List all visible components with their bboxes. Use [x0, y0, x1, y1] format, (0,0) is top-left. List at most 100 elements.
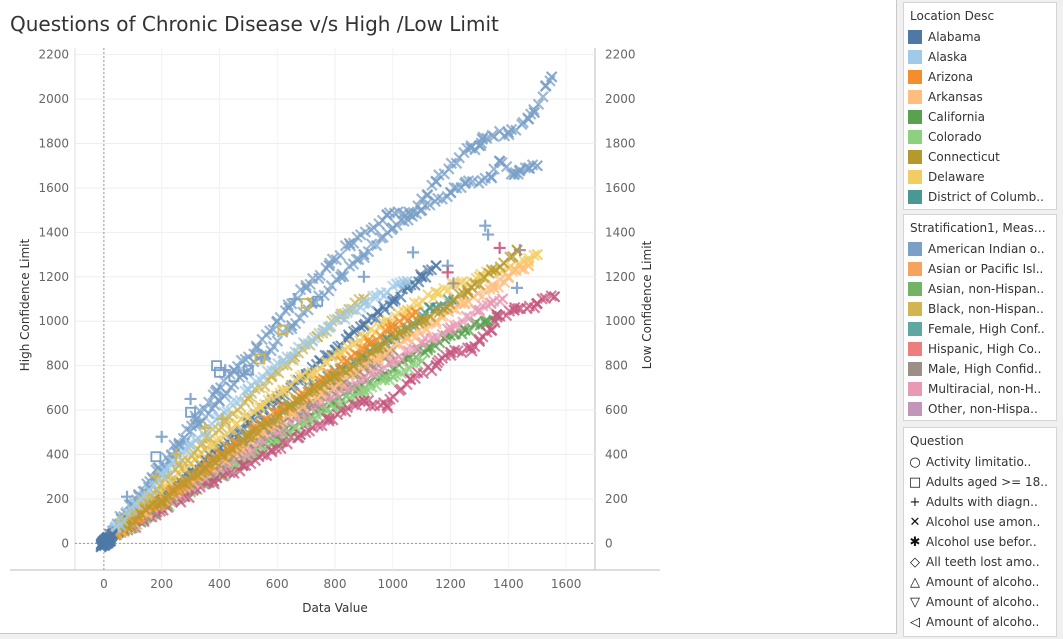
data-point[interactable]: [293, 394, 305, 407]
data-point[interactable]: [485, 263, 498, 276]
data-point[interactable]: [235, 354, 248, 367]
data-point[interactable]: [387, 370, 399, 383]
location-legend-item[interactable]: Colorado: [904, 127, 1056, 147]
data-point[interactable]: [482, 228, 495, 241]
data-point[interactable]: [150, 451, 162, 463]
stratification-legend-item[interactable]: Asian, non-Hispan..: [904, 279, 1056, 299]
data-point[interactable]: [491, 308, 503, 321]
data-point[interactable]: [347, 360, 360, 372]
location-legend-item[interactable]: California: [904, 107, 1056, 127]
data-point[interactable]: [424, 311, 437, 323]
data-point[interactable]: [444, 346, 457, 359]
data-point[interactable]: [294, 428, 307, 441]
data-point[interactable]: [149, 470, 162, 483]
data-point[interactable]: [485, 297, 497, 310]
location-legend-item[interactable]: District of Columb..: [904, 187, 1056, 207]
data-point[interactable]: [277, 355, 289, 367]
data-point[interactable]: [269, 413, 282, 425]
data-point[interactable]: [441, 266, 454, 279]
data-point[interactable]: [473, 279, 486, 291]
data-point[interactable]: [545, 71, 558, 83]
data-point[interactable]: [334, 249, 346, 262]
data-point[interactable]: [323, 413, 335, 425]
location-legend-item[interactable]: Delaware: [904, 167, 1056, 187]
data-point[interactable]: [213, 395, 226, 407]
data-point[interactable]: [182, 477, 195, 489]
data-point[interactable]: [259, 348, 272, 361]
data-point[interactable]: [258, 435, 270, 448]
data-point[interactable]: [476, 133, 489, 145]
data-point[interactable]: [271, 335, 284, 347]
data-point[interactable]: [305, 369, 317, 382]
question-legend-item[interactable]: ○ Activity limitatio..: [904, 452, 1056, 472]
data-point[interactable]: [312, 295, 324, 307]
data-point[interactable]: [386, 318, 399, 331]
data-point[interactable]: [430, 175, 442, 188]
data-point[interactable]: [264, 325, 276, 337]
data-point[interactable]: [358, 251, 371, 264]
data-point[interactable]: [459, 177, 471, 190]
data-point[interactable]: [404, 373, 416, 385]
data-point[interactable]: [254, 399, 266, 412]
data-point[interactable]: [532, 98, 545, 111]
data-point[interactable]: [548, 291, 561, 303]
data-point[interactable]: [396, 325, 408, 338]
data-point[interactable]: [450, 157, 463, 170]
location-legend-item[interactable]: Alaska: [904, 47, 1056, 67]
data-point[interactable]: [451, 319, 464, 331]
data-point[interactable]: [347, 338, 359, 351]
data-point[interactable]: [367, 290, 379, 303]
data-point[interactable]: [493, 241, 506, 254]
data-point[interactable]: [515, 263, 528, 275]
data-point[interactable]: [502, 126, 515, 139]
data-point[interactable]: [370, 239, 383, 252]
data-point[interactable]: [447, 277, 460, 290]
data-point[interactable]: [341, 401, 354, 414]
data-point[interactable]: [148, 479, 161, 492]
data-point[interactable]: [259, 380, 271, 393]
data-point[interactable]: [155, 468, 168, 481]
data-point[interactable]: [358, 384, 370, 396]
data-point[interactable]: [216, 412, 229, 425]
data-point[interactable]: [415, 315, 428, 327]
data-point[interactable]: [254, 353, 266, 365]
data-point[interactable]: [236, 459, 249, 472]
stratification-legend-item[interactable]: Other, non-Hispa..: [904, 399, 1056, 419]
data-point[interactable]: [358, 395, 370, 407]
location-legend-item[interactable]: Arizona: [904, 67, 1056, 87]
data-point[interactable]: [199, 421, 211, 434]
data-point[interactable]: [422, 288, 434, 301]
data-point[interactable]: [491, 311, 503, 324]
data-point[interactable]: [540, 79, 552, 92]
data-point[interactable]: [202, 396, 215, 409]
data-point[interactable]: [355, 350, 367, 362]
data-point[interactable]: [457, 316, 469, 328]
data-point[interactable]: [485, 324, 497, 336]
data-point[interactable]: [539, 292, 552, 305]
data-point[interactable]: [329, 370, 341, 383]
data-point[interactable]: [427, 332, 440, 344]
data-point[interactable]: [453, 288, 466, 301]
data-point[interactable]: [101, 532, 114, 545]
data-point[interactable]: [459, 297, 471, 310]
data-point[interactable]: [234, 394, 247, 407]
data-point[interactable]: [464, 311, 476, 324]
data-point[interactable]: [323, 259, 335, 272]
data-point[interactable]: [101, 534, 114, 547]
location-legend-item[interactable]: Arkansas: [904, 87, 1056, 107]
data-point[interactable]: [328, 313, 341, 326]
data-point[interactable]: [300, 417, 312, 430]
location-legend-item[interactable]: Alabama: [904, 27, 1056, 47]
question-legend-item[interactable]: ◇ All teeth lost amo..: [904, 552, 1056, 572]
data-point[interactable]: [209, 456, 222, 469]
data-point[interactable]: [531, 159, 543, 172]
data-point[interactable]: [367, 221, 380, 234]
question-legend-item[interactable]: ✕ Alcohol use amon..: [904, 512, 1056, 532]
data-point[interactable]: [185, 406, 196, 418]
data-point[interactable]: [300, 282, 312, 294]
data-point[interactable]: [397, 275, 410, 288]
data-point[interactable]: [300, 298, 312, 309]
data-point[interactable]: [199, 462, 211, 474]
data-point[interactable]: [242, 364, 254, 376]
data-point[interactable]: [537, 91, 549, 103]
